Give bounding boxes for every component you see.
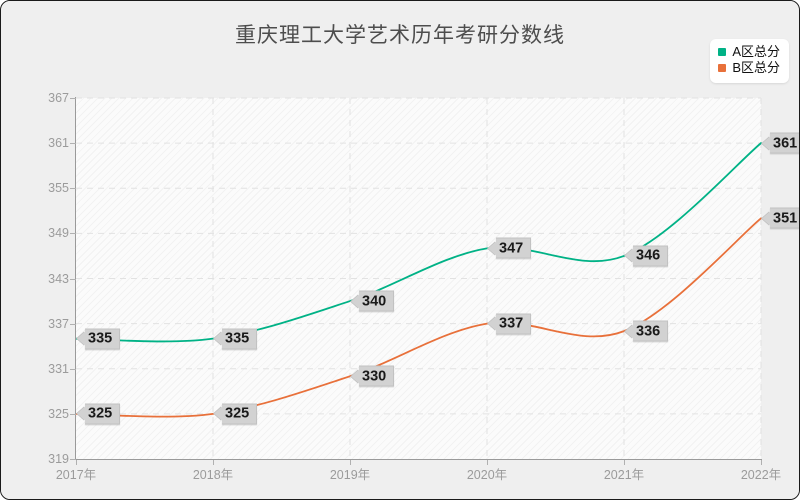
series-line-a <box>75 142 762 343</box>
series-lines <box>75 142 762 418</box>
y-axis-tick-mark <box>70 233 76 234</box>
legend-item-b[interactable]: B区总分 <box>718 60 780 76</box>
page-title: 重庆理工大学艺术历年考研分数线 <box>235 24 565 47</box>
y-axis-tick-label: 355 <box>48 181 69 196</box>
legend-swatch-b <box>718 64 727 73</box>
data-point-label: 361 <box>762 132 799 154</box>
x-axis-tick-label: 2020年 <box>466 468 508 482</box>
chart-legend: A区总分 B区总分 <box>710 39 789 83</box>
legend-label-b: B区总分 <box>732 60 780 76</box>
x-axis-tick-mark <box>624 460 625 465</box>
x-axis-tick-label: 2017年 <box>55 468 97 482</box>
y-axis-tick-label: 337 <box>48 316 69 331</box>
y-axis-tick-mark <box>70 324 76 325</box>
x-axis-line <box>75 459 762 460</box>
y-axis-tick-label: 343 <box>48 271 69 286</box>
legend-item-a[interactable]: A区总分 <box>718 44 780 60</box>
y-axis-tick-mark <box>70 414 76 415</box>
y-axis-tick-label: 331 <box>48 361 69 376</box>
plot-area <box>75 97 762 459</box>
y-axis-tick-mark <box>70 98 76 99</box>
legend-swatch-a <box>718 48 727 57</box>
y-axis-tick-mark <box>70 459 76 460</box>
x-axis-tick-mark <box>350 460 351 465</box>
x-axis-tick-label: 2022年 <box>740 468 782 482</box>
y-axis-tick-label: 325 <box>48 406 69 421</box>
x-axis-tick-mark <box>213 460 214 465</box>
callout-tail <box>762 136 770 151</box>
x-axis-tick-mark <box>76 460 77 465</box>
y-axis-tick-mark <box>70 143 76 144</box>
x-axis-tick-label: 2018年 <box>192 468 234 482</box>
y-axis-tick-mark <box>70 279 76 280</box>
x-axis-tick-mark <box>761 460 762 465</box>
callout-tail <box>762 211 770 226</box>
x-axis-tick-label: 2021年 <box>603 468 645 482</box>
y-axis-tick-label: 349 <box>48 226 69 241</box>
y-axis-tick-mark <box>70 188 76 189</box>
legend-label-a: A区总分 <box>732 44 780 59</box>
data-point-value: 351 <box>770 207 799 229</box>
data-point-label: 351 <box>762 207 799 229</box>
y-axis-tick-label: 367 <box>48 91 69 105</box>
y-axis-tick-label: 361 <box>48 136 69 151</box>
y-axis-line <box>75 97 76 460</box>
x-axis-tick-mark <box>487 460 488 465</box>
series-line-b <box>75 217 762 418</box>
y-axis-tick-label: 319 <box>48 452 69 466</box>
x-axis-tick-label: 2019年 <box>329 468 371 482</box>
grid-lines <box>76 97 762 459</box>
data-point-value: 361 <box>770 132 799 154</box>
y-axis-tick-labels: 319 325 331 337 343 349 355 361 367 <box>1 1 69 499</box>
y-axis-tick-mark <box>70 369 76 370</box>
